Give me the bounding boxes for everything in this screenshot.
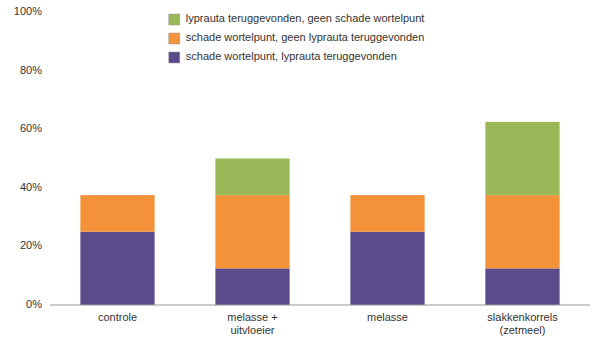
y-tick-label: 80% (20, 64, 42, 76)
y-tick-label: 20% (20, 239, 42, 251)
y-tick-label: 60% (20, 122, 42, 134)
x-axis-line (50, 305, 590, 306)
bar-segment (485, 122, 559, 195)
x-tick-label: controle (98, 311, 137, 323)
bar-segment (215, 195, 289, 268)
bar-segment (350, 195, 424, 232)
bar-segment (485, 195, 559, 268)
bars (80, 122, 559, 305)
legend-label: schade wortelpunt, lyprauta teruggevonde… (186, 50, 397, 62)
bar-segment (215, 268, 289, 305)
bar-segment (350, 232, 424, 305)
y-tick-label: 100% (14, 5, 42, 17)
bar-segment (485, 268, 559, 305)
bar-segment (80, 195, 154, 232)
chart-container: 0% 20% 40% 60% 80% 100% controle melasse +uitvl… (0, 0, 605, 355)
bar-segment (215, 159, 289, 196)
legend-swatch (169, 33, 180, 44)
bar-segment (80, 195, 154, 196)
legend-swatch (169, 52, 180, 63)
bar-segment (80, 232, 154, 305)
x-tick-label: melasse (367, 311, 408, 323)
bar-segment (350, 195, 424, 196)
y-axis: 0% 20% 40% 60% 80% 100% (14, 5, 42, 310)
x-tick-label: melasse +uitvloeier (227, 311, 277, 336)
x-tick-label: slakkenkorrels(zetmeel) (487, 311, 558, 336)
y-tick-label: 0% (26, 298, 42, 310)
y-tick-label: 40% (20, 181, 42, 193)
x-axis: controle melasse +uitvloeier melasse slakke… (98, 311, 558, 336)
legend: lyprauta teruggevonden, geen schade wort… (169, 12, 425, 63)
legend-label: lyprauta teruggevonden, geen schade wort… (186, 12, 425, 24)
chart: 0% 20% 40% 60% 80% 100% controle melasse +uitvl… (0, 0, 605, 355)
legend-swatch (169, 14, 180, 25)
legend-label: schade wortelpunt, geen lyprauta terugge… (186, 31, 425, 43)
